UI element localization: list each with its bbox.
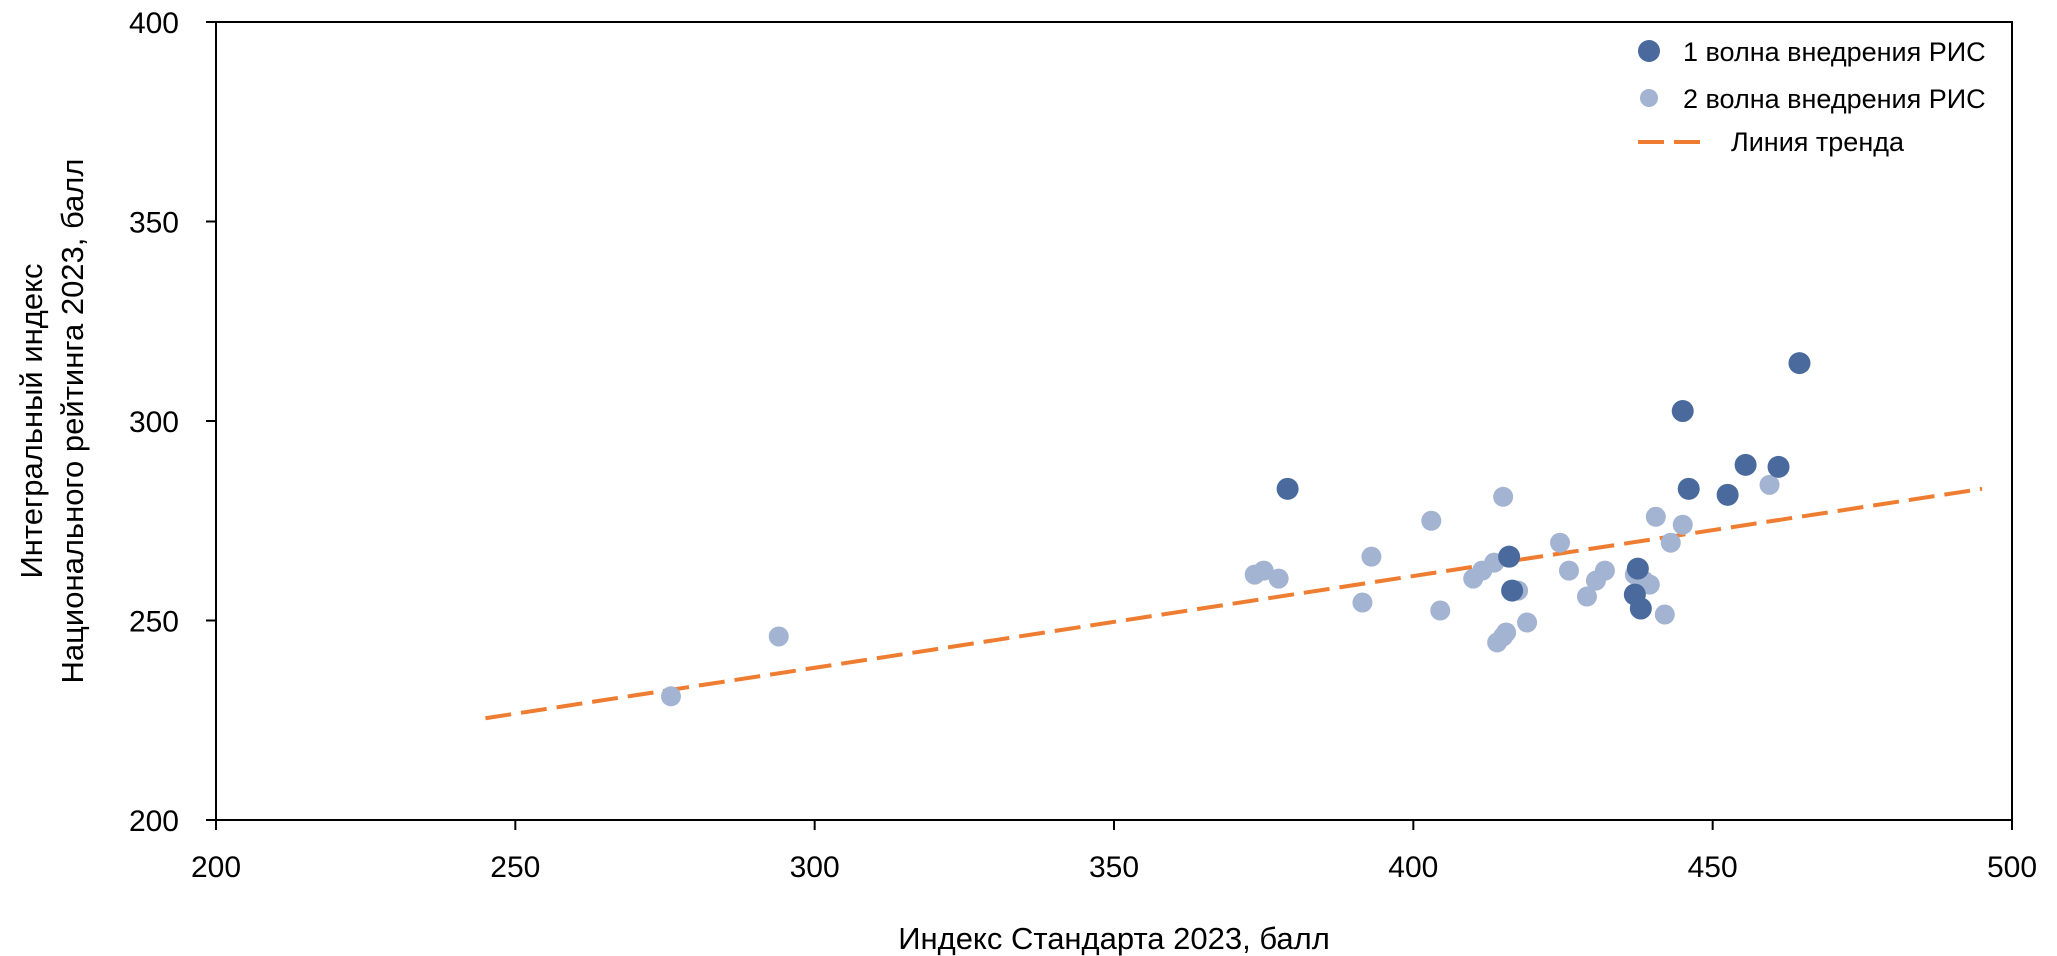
x-tick-label: 450 [1688,851,1738,884]
data-point-wave-2 [1493,486,1514,507]
legend-label-wave-1: 1 волна внедрения РИС [1683,37,1986,67]
data-point-wave-2 [1594,560,1615,581]
data-point-wave-1 [1767,455,1790,478]
legend-label-trend: Линия тренда [1731,127,1905,157]
data-point-wave-2 [1672,514,1693,535]
y-tick-label: 300 [129,406,179,439]
data-point-wave-2 [1253,560,1274,581]
data-point-wave-2 [1517,612,1538,633]
trend-line-group [485,486,1983,721]
data-point-wave-2 [1654,604,1675,625]
legend-marker-wave-2 [1640,89,1658,107]
data-point-wave-1 [1629,597,1652,620]
data-point-wave-2 [1759,474,1780,495]
x-axis-title: Индекс Стандарта 2023, балл [898,921,1330,956]
data-point-wave-2 [660,686,681,707]
axis-ticks: 200 250 300 350 400 450 500 200 250 300 350 400 [129,7,2037,884]
data-point-wave-1 [1498,545,1521,568]
y-axis-title-line1: Интегральный индекс [14,263,49,578]
x-tick-label: 250 [490,851,540,884]
data-point-wave-1 [1677,477,1700,500]
data-point-wave-2 [1645,506,1666,527]
data-point-wave-2 [1430,600,1451,621]
legend: 1 волна внедрения РИС 2 волна внедрения … [1638,37,1986,157]
trend-line [485,486,1983,721]
data-point-wave-1 [1671,400,1694,423]
data-point-wave-1 [1716,483,1739,506]
data-point-wave-2 [1576,586,1597,607]
data-point-wave-2 [1268,568,1289,589]
data-point-wave-2 [768,626,789,647]
data-point-wave-1 [1501,579,1524,602]
x-tick-label: 200 [191,851,241,884]
x-tick-label: 500 [1987,851,2037,884]
data-point-wave-2 [1496,622,1517,643]
data-point-wave-1 [1626,557,1649,580]
data-point-wave-2 [1421,510,1442,531]
y-tick-label: 200 [129,805,179,838]
data-point-wave-2 [1550,532,1571,553]
y-tick-label: 400 [129,7,179,40]
data-point-wave-2 [1361,546,1382,567]
data-point-wave-1 [1734,453,1757,476]
x-tick-label: 300 [790,851,840,884]
plot-area [215,21,2013,821]
data-point-wave-2 [1558,560,1579,581]
data-point-wave-2 [1639,574,1660,595]
legend-marker-wave-1 [1638,40,1660,62]
data-points [660,352,1811,707]
x-tick-label: 350 [1089,851,1139,884]
x-tick-label: 400 [1388,851,1438,884]
data-point-wave-1 [1276,477,1299,500]
y-tick-label: 250 [129,606,179,639]
legend-label-wave-2: 2 волна внедрения РИС [1683,84,1986,114]
y-axis-title-line2: Национального рейтинга 2023, балл [55,159,90,684]
data-point-wave-2 [1352,592,1373,613]
data-point-wave-2 [1660,532,1681,553]
data-point-wave-1 [1788,352,1811,375]
y-tick-label: 350 [129,207,179,240]
